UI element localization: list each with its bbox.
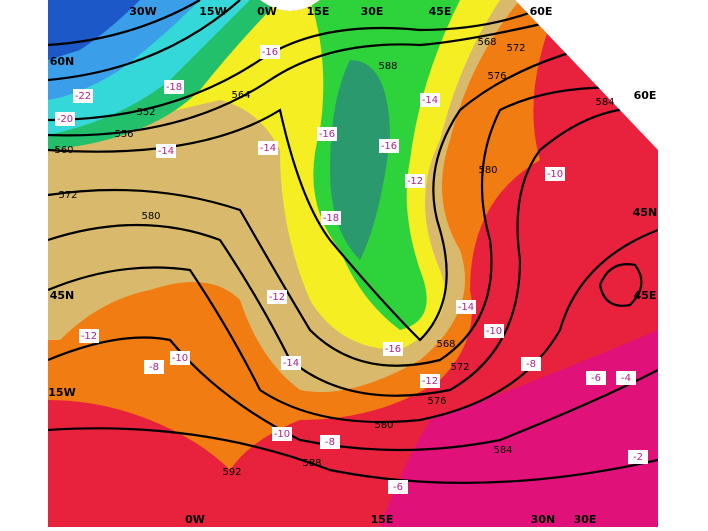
temperature-label: -16 bbox=[381, 141, 397, 152]
grid-label: 30E bbox=[574, 513, 597, 526]
temperature-label: -14 bbox=[422, 95, 438, 106]
contour-label: 588 bbox=[302, 458, 321, 469]
temperature-box bbox=[388, 480, 408, 494]
temperature-label: -12 bbox=[269, 292, 285, 303]
temperature-box bbox=[456, 300, 476, 314]
contour-label: 580 bbox=[374, 420, 393, 431]
temperature-label: -20 bbox=[57, 114, 73, 125]
temperature-box bbox=[484, 324, 504, 338]
grid-label: 15W bbox=[199, 5, 226, 18]
temperature-label: -16 bbox=[262, 47, 278, 58]
grid-label: 30W bbox=[129, 5, 156, 18]
temperature-box bbox=[258, 141, 278, 155]
temperature-label: -14 bbox=[260, 143, 276, 154]
grid-label: 15W bbox=[48, 386, 75, 399]
grid-label: 15E bbox=[307, 5, 330, 18]
temperature-label: -8 bbox=[526, 359, 536, 370]
grid-label: 60N bbox=[50, 55, 75, 68]
grid-label: 30N bbox=[531, 513, 556, 526]
temperature-box bbox=[321, 211, 341, 225]
contour-label: 580 bbox=[478, 165, 497, 176]
grid-label: 45E bbox=[429, 5, 452, 18]
temperature-label: -12 bbox=[407, 176, 423, 187]
contour-label: 580 bbox=[141, 211, 160, 222]
temperature-label: -8 bbox=[325, 437, 335, 448]
temperature-box bbox=[616, 371, 636, 385]
temperature-label: -22 bbox=[75, 91, 91, 102]
contour-label: 584 bbox=[595, 97, 614, 108]
temperature-box bbox=[73, 89, 93, 103]
contour-label: 568 bbox=[436, 339, 455, 350]
grid-label: 60E bbox=[530, 5, 553, 18]
contour-label: 552 bbox=[136, 107, 155, 118]
temperature-label: -10 bbox=[547, 169, 563, 180]
grid-label: 45N bbox=[633, 206, 658, 219]
temperature-label: -14 bbox=[458, 302, 474, 313]
temperature-box bbox=[320, 435, 340, 449]
temperature-label: -10 bbox=[274, 429, 290, 440]
temperature-box bbox=[260, 45, 280, 59]
temperature-label: -6 bbox=[591, 373, 601, 384]
contour-label: 572 bbox=[450, 362, 469, 373]
contour-label: 588 bbox=[378, 61, 397, 72]
temperature-label: -10 bbox=[486, 326, 502, 337]
temperature-box bbox=[267, 290, 287, 304]
temperature-box bbox=[317, 127, 337, 141]
temperature-box bbox=[586, 371, 606, 385]
contour-label: 572 bbox=[506, 43, 525, 54]
temperature-box bbox=[405, 174, 425, 188]
temperature-label: -14 bbox=[283, 358, 299, 369]
contour-label: 568 bbox=[477, 37, 496, 48]
dark-green-zone bbox=[330, 60, 390, 260]
contour-label: 576 bbox=[427, 396, 446, 407]
grid-label: 15E bbox=[371, 513, 394, 526]
temperature-box bbox=[545, 167, 565, 181]
grid-label: 0W bbox=[257, 5, 277, 18]
blue-zone bbox=[48, 0, 140, 60]
labels: 30W 15W 0W 15E 30E 45E 60E 60N 60E 45N 45N 45E 15W 0W… bbox=[48, 5, 657, 526]
temperature-label: -12 bbox=[422, 376, 438, 387]
temperature-label: -18 bbox=[323, 213, 339, 224]
temperature-box bbox=[420, 374, 440, 388]
temperature-label: -4 bbox=[621, 373, 631, 384]
temperature-box bbox=[55, 112, 75, 126]
temperature-box bbox=[79, 329, 99, 343]
grid-label: 0W bbox=[185, 513, 205, 526]
temperature-box bbox=[164, 80, 184, 94]
temperature-label: -10 bbox=[172, 353, 188, 364]
temperature-box bbox=[156, 144, 176, 158]
temperature-label: -14 bbox=[158, 146, 174, 157]
temperature-label: -8 bbox=[149, 362, 159, 373]
temperature-label: -16 bbox=[319, 129, 335, 140]
contour-label: 576 bbox=[487, 71, 506, 82]
temperature-box bbox=[628, 450, 648, 464]
temperature-label: -18 bbox=[166, 82, 182, 93]
grid-label: 60E bbox=[634, 89, 657, 102]
temperature-box bbox=[379, 139, 399, 153]
temperature-box bbox=[420, 93, 440, 107]
contour-label: 560 bbox=[54, 145, 73, 156]
temperature-label: -6 bbox=[393, 482, 403, 493]
grid-label: 45N bbox=[50, 289, 75, 302]
temperature-box bbox=[521, 357, 541, 371]
temperature-box bbox=[170, 351, 190, 365]
temperature-label: -16 bbox=[385, 344, 401, 355]
contour-label: 564 bbox=[231, 90, 250, 101]
contours bbox=[48, 0, 658, 484]
temperature-box bbox=[281, 356, 301, 370]
temperature-box bbox=[383, 342, 403, 356]
contour-label: 572 bbox=[58, 190, 77, 201]
temperature-box bbox=[144, 360, 164, 374]
temperature-label: -2 bbox=[633, 452, 643, 463]
grid-label: 45E bbox=[634, 289, 657, 302]
contour-label: 592 bbox=[222, 467, 241, 478]
temperature-label: -12 bbox=[81, 331, 97, 342]
contour-label: 556 bbox=[114, 129, 133, 140]
grid-label: 30E bbox=[361, 5, 384, 18]
contour-label: 584 bbox=[493, 445, 512, 456]
temperature-box bbox=[272, 427, 292, 441]
